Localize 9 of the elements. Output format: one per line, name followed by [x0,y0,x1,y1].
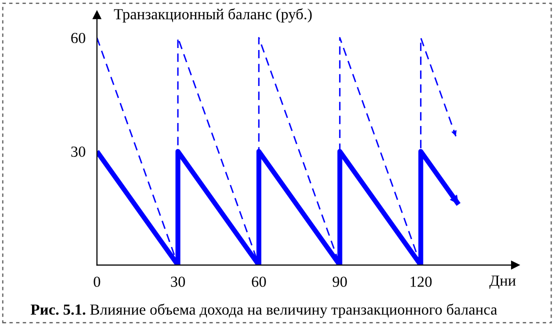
y-axis-title: Транзакционный баланс (руб.) [114,8,312,22]
x-tick-label: 0 [94,276,100,287]
text: Влияние объема дохода на величину транзакционного баланса [90,304,498,318]
x-tick-label: 120 [410,276,432,287]
text: Рис. 5.1. [30,304,86,315]
x-axis-title: Дни [489,276,516,289]
x-tick-label: 90 [332,276,347,287]
x-tick-label: 30 [170,276,185,287]
x-tick-label: 60 [252,276,266,287]
